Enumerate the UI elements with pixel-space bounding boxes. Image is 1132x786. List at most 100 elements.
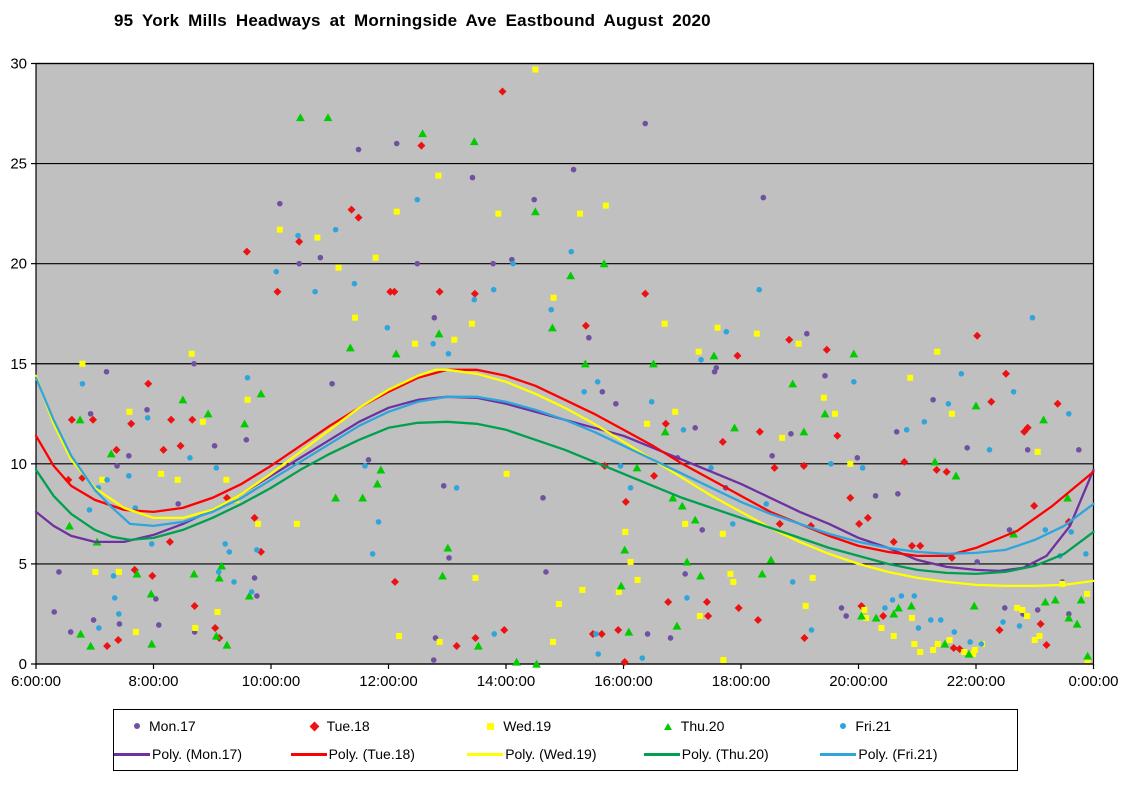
scatter-point <box>730 578 737 585</box>
scatter-point <box>167 415 176 424</box>
scatter-point <box>802 602 809 609</box>
scatter-point <box>75 415 85 424</box>
scatter-point <box>158 470 165 477</box>
x-tick-label: 18:00:00 <box>712 673 770 690</box>
y-tick-label: 20 <box>10 256 27 273</box>
scatter-point <box>242 247 251 256</box>
scatter-point <box>581 321 590 330</box>
scatter-point <box>945 400 952 407</box>
scatter-point <box>471 296 478 303</box>
scatter-point <box>894 603 903 612</box>
scatter-point <box>295 237 304 246</box>
scatter-point <box>967 639 973 645</box>
scatter-point <box>820 409 830 418</box>
scatter-point <box>949 643 958 652</box>
scatter-point <box>859 465 866 471</box>
scatter-point <box>451 336 458 343</box>
scatter-point <box>720 656 727 663</box>
scatter-point <box>390 577 399 586</box>
scatter-point <box>907 541 916 550</box>
scatter-point <box>882 605 888 611</box>
scatter-point <box>664 597 673 606</box>
scatter-point <box>763 501 770 507</box>
scatter-point <box>217 561 227 570</box>
legend-item-poly-3: Poly. (Thu.20) <box>643 746 841 762</box>
scatter-point <box>696 612 703 619</box>
scatter-point <box>255 520 262 527</box>
scatter-point <box>132 505 139 511</box>
scatter-point <box>616 581 626 590</box>
scatter-point <box>153 596 159 602</box>
scatter-point <box>473 641 483 650</box>
scatter-point <box>543 569 549 575</box>
scatter-point <box>757 569 767 578</box>
scatter-point <box>222 541 228 547</box>
scatter-point <box>937 617 944 623</box>
scatter-point <box>903 427 910 433</box>
scatter-point <box>222 640 232 649</box>
legend-item-mon17: Mon.17 <box>134 718 311 734</box>
scatter-point <box>930 457 940 466</box>
scatter-point <box>579 586 586 593</box>
scatter-point <box>889 537 898 546</box>
scatter-point <box>99 476 106 483</box>
scatter-point <box>273 287 282 296</box>
scatter-point <box>808 627 815 633</box>
diamond-marker-icon <box>309 721 320 731</box>
scatter-point <box>411 340 418 347</box>
x-tick-label: 12:00:00 <box>359 673 417 690</box>
scatter-point <box>822 372 828 379</box>
scatter-point <box>56 569 62 575</box>
scatter-point <box>661 419 670 428</box>
scatter-point <box>1040 597 1050 606</box>
scatter-point <box>650 471 659 480</box>
scatter-point <box>788 379 798 388</box>
scatter-point <box>754 615 763 624</box>
scatter-point <box>490 286 497 293</box>
circle-marker-icon <box>840 723 847 729</box>
scatter-point <box>495 210 502 217</box>
scatter-point <box>1001 605 1008 611</box>
scatter-point <box>192 624 199 631</box>
scatter-point <box>386 287 395 296</box>
scatter-point <box>436 638 443 645</box>
scatter-point <box>714 324 721 331</box>
scatter-point <box>254 547 260 553</box>
scatter-point <box>215 569 222 575</box>
scatter-point <box>391 349 401 358</box>
scatter-point <box>51 609 58 615</box>
legend: Mon.17 Tue.18 Wed.19 Thu.20 Fri.21 Poly. (Mo… <box>113 709 1018 771</box>
scatter-point <box>727 570 734 577</box>
scatter-point <box>1016 623 1023 629</box>
legend-label: Wed.19 <box>503 718 552 734</box>
scatter-point <box>498 87 507 96</box>
legend-item-tue18: Tue.18 <box>309 718 488 734</box>
scatter-point <box>110 573 117 579</box>
scatter-point <box>352 314 359 321</box>
scatter-point <box>580 359 590 368</box>
legend-label: Poly. (Mon.17) <box>152 746 242 762</box>
scatter-point <box>354 213 363 222</box>
trendline-swatch-icon <box>643 752 680 756</box>
scatter-point <box>927 617 934 623</box>
scatter-point <box>165 537 174 546</box>
scatter-point <box>355 146 362 153</box>
scatter-point <box>946 636 953 643</box>
scatter-point <box>211 443 218 449</box>
scatter-point <box>244 396 251 403</box>
x-tick-label: 10:00:00 <box>242 673 300 690</box>
scatter-point <box>822 345 831 354</box>
scatter-point <box>555 600 562 607</box>
x-tick-label: 20:00:00 <box>829 673 887 690</box>
scatter-point <box>132 569 142 578</box>
scatter-point <box>593 631 599 637</box>
scatter-point <box>276 226 283 233</box>
scatter-point <box>104 477 110 483</box>
scatter-point <box>889 609 899 618</box>
scatter-point <box>632 463 642 472</box>
scatter-point <box>254 593 260 599</box>
plot-border <box>35 62 1095 665</box>
scatter-point <box>1034 607 1041 613</box>
legend-item-poly-0: Poly. (Mon.17) <box>114 746 311 762</box>
